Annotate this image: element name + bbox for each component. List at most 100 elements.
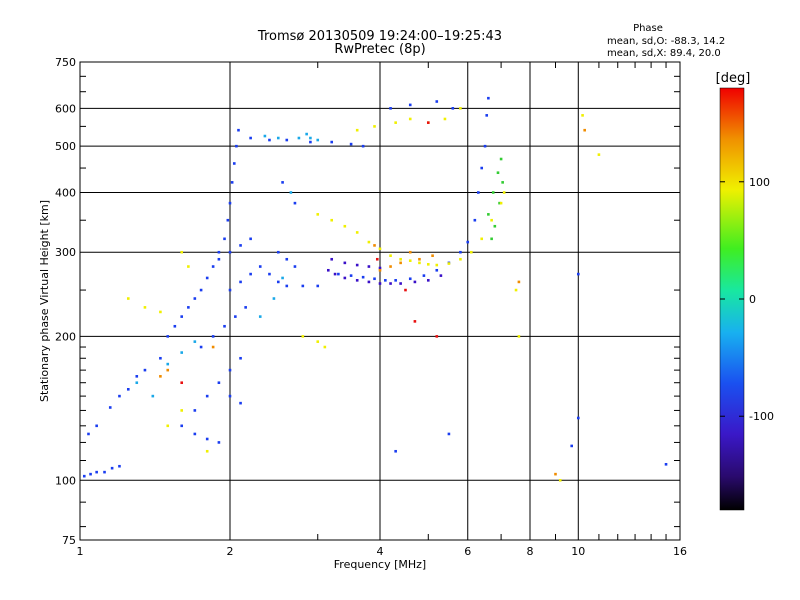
data-point [143,306,147,309]
data-point [470,250,473,254]
data-point [180,381,184,385]
x-axis-label: Frequency [MHz] [334,558,426,571]
data-point [378,268,382,272]
data-point [378,282,382,285]
data-point [343,261,347,265]
data-point [355,263,359,267]
data-point [384,279,387,282]
y-tick-labels: 75 100 200 300 400 500 600 750 [55,56,76,547]
y-tick-label: 300 [55,246,76,259]
data-point [480,166,484,170]
x-tick-label: 8 [527,545,534,558]
data-point [217,250,221,254]
data-point [95,470,98,474]
data-point [293,265,297,268]
data-point [293,201,297,205]
data-point [285,257,289,261]
data-point [330,257,334,261]
data-point [193,297,197,300]
data-point [193,432,197,436]
data-point [496,171,500,175]
data-point [337,272,340,276]
data-point [487,213,490,216]
data-point [664,463,668,466]
data-point [485,114,489,117]
data-point [367,265,371,268]
data-point [576,416,580,420]
data-point [180,315,184,318]
y-tick-label: 100 [55,474,76,487]
data-point [223,324,226,328]
data-point [439,274,443,277]
data-point [327,268,330,272]
data-point [89,472,92,476]
data-point [223,237,226,241]
data-point [333,272,337,276]
data-point [249,136,252,140]
data-point [276,280,280,284]
data-point [399,282,402,285]
data-point [408,250,412,254]
data-point [498,201,501,205]
data-point [394,121,397,124]
data-point [399,257,402,261]
data-point [447,432,451,436]
data-point [477,191,480,194]
data-point [143,368,147,372]
data-point [330,140,334,144]
colorbar-ticks: 100 0 -100 [720,176,774,423]
phase-mean-x: mean, sd,X: 89.4, 20.0 [607,48,721,59]
data-point [281,276,284,280]
data-point [361,144,365,148]
data-point [126,388,130,391]
data-point [301,335,305,338]
data-point [389,282,392,285]
data-point [205,449,209,453]
data-point [276,250,280,254]
data-point [502,191,506,194]
data-point [343,224,347,228]
data-point [166,362,170,366]
y-tick-label: 750 [55,56,76,69]
data-point [276,136,280,140]
data-point [413,320,417,323]
data-point [466,240,470,244]
y-tick-label: 500 [55,140,76,153]
data-point [159,310,162,314]
data-point [217,257,221,261]
data-point [491,191,495,194]
y-tick-label: 400 [55,186,76,199]
data-point [435,268,439,272]
data-point [118,394,121,398]
data-point [193,340,197,343]
colorbar-tick-label: 100 [749,176,770,189]
data-point [239,401,242,405]
data-point [389,254,392,258]
data-point [228,250,232,254]
data-point [173,324,177,328]
data-point [343,276,347,280]
data-point [126,297,130,300]
data-point [373,244,376,247]
data-point [193,409,197,412]
data-point [349,142,353,146]
data-point [426,279,430,282]
data-point [228,394,232,398]
data-point [459,107,462,110]
colorbar-label: [deg] [716,71,751,86]
data-point [239,356,242,360]
data-point [426,263,430,266]
data-point [316,213,320,216]
data-point [239,244,242,247]
data-point [323,345,327,349]
data-point [180,250,184,254]
x-tick-label: 10 [571,545,585,558]
data-point [435,100,439,103]
data-point [199,345,203,349]
data-point [418,257,421,261]
minor-ticks [80,62,680,540]
data-point [418,261,421,265]
data-point [316,340,320,343]
data-point [408,117,412,121]
data-point [309,136,312,140]
